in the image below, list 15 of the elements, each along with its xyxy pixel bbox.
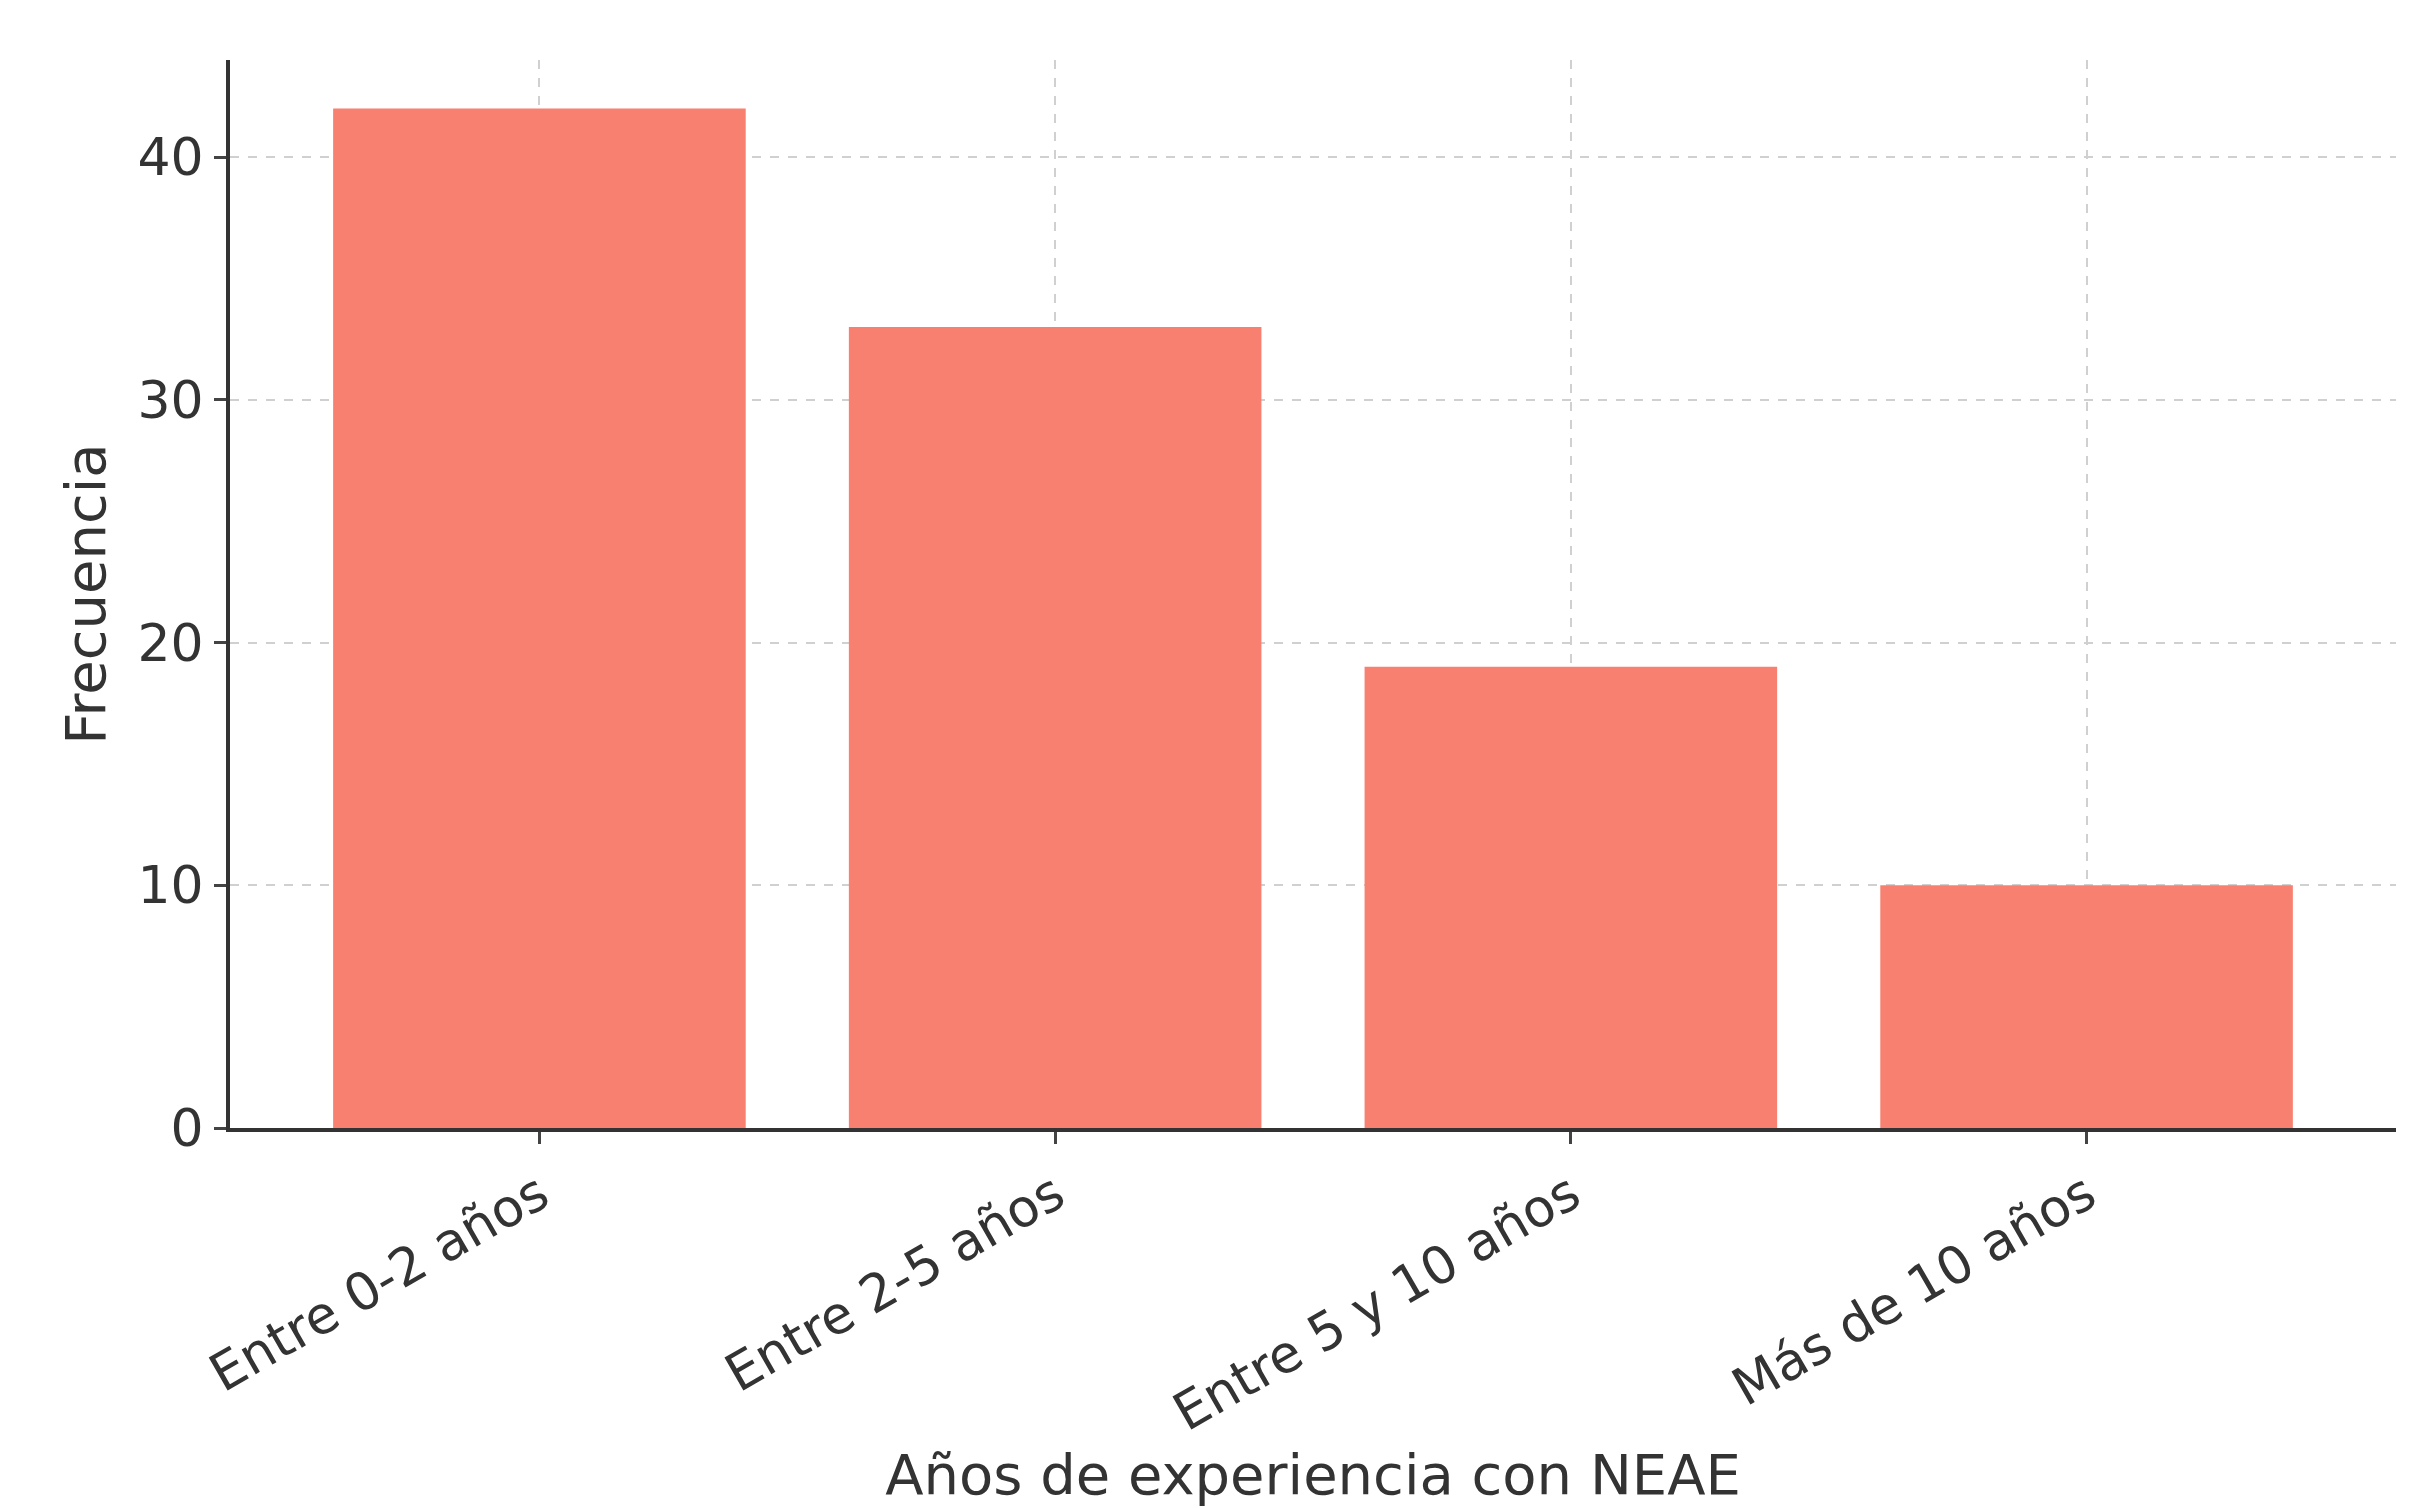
y-tick-label: 30 [137, 370, 204, 431]
x-tick-label: Entre 5 y 10 años [1162, 1161, 1590, 1443]
y-axis-title: Frecuencia [52, 443, 118, 745]
y-tick-label: 40 [137, 127, 204, 188]
x-axis-title: Años de experiencia con NEAE [885, 1442, 1741, 1508]
bar [848, 327, 1262, 1128]
x-tick-label: Más de 10 años [1721, 1161, 2106, 1418]
y-tick-label: 10 [137, 855, 204, 916]
y-tick-label: 20 [137, 612, 204, 673]
x-tick-label: Entre 0-2 años [199, 1161, 559, 1404]
x-tick-label: Entre 2-5 años [714, 1161, 1075, 1404]
bar [1880, 885, 2293, 1128]
bar [333, 108, 746, 1128]
bar [1364, 666, 1778, 1128]
y-tick-label: 0 [170, 1098, 204, 1159]
